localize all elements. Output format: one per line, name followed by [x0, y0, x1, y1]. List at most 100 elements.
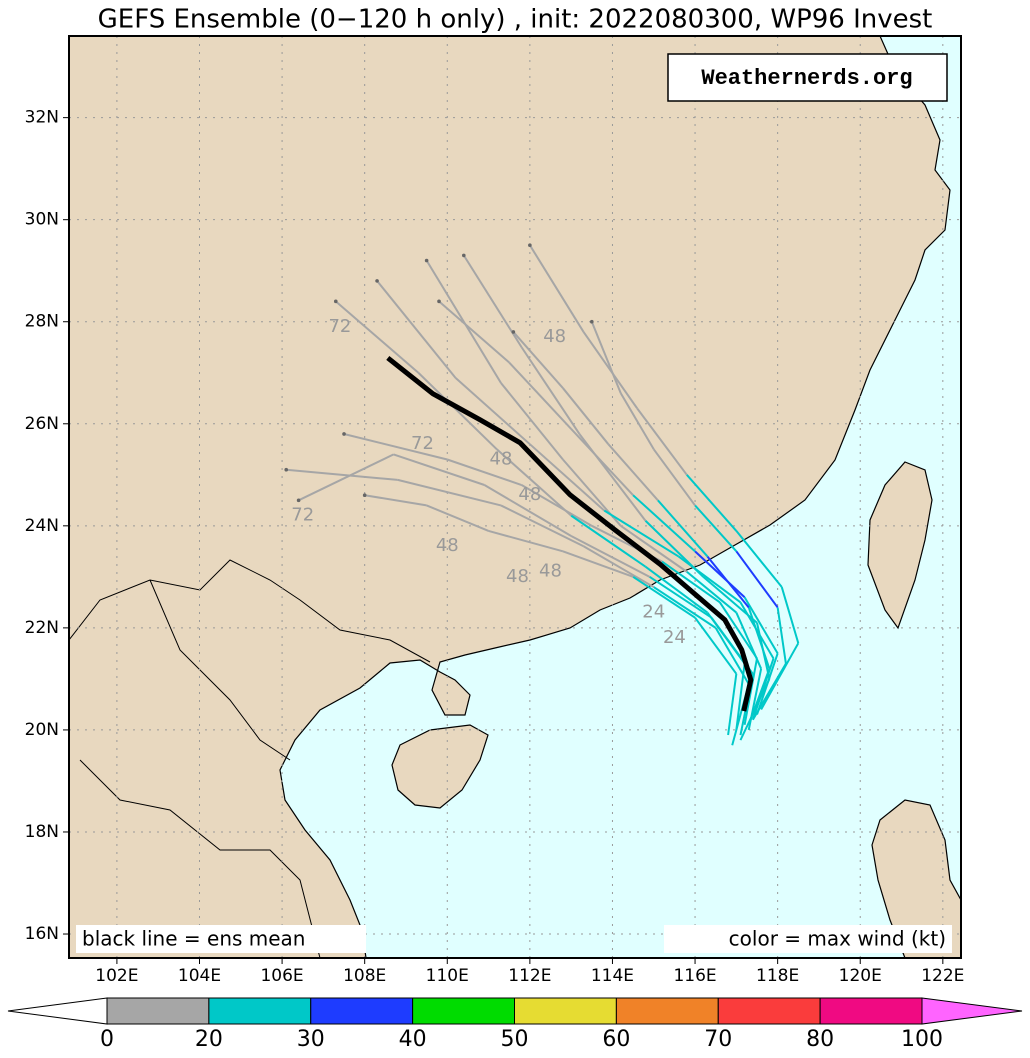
lon-tick-label: 120E: [839, 966, 882, 986]
member-track-segment: [570, 514, 647, 568]
member-track-segment: [686, 570, 737, 614]
borders: [69, 559, 431, 958]
member-track-segment: [735, 530, 783, 588]
member-end-point: [333, 299, 338, 304]
member-track-segment: [376, 280, 457, 379]
lat-tick-label: 26N: [25, 414, 59, 434]
member-track-segment: [521, 484, 593, 527]
colorbar-label: 40: [399, 1027, 427, 1052]
basemap: [69, 36, 961, 958]
watermark: Weathernerds.org: [701, 66, 912, 91]
member-track-segment: [653, 586, 717, 629]
member-track-segment: [694, 550, 746, 598]
colorbar-label: 100: [901, 1027, 943, 1052]
member-end-point: [590, 319, 594, 324]
hour-label: 24: [663, 627, 686, 648]
member-track-segment: [393, 453, 485, 486]
member-end-point: [461, 253, 466, 258]
member-end-point: [528, 243, 532, 247]
colorbar-under: [7, 997, 108, 1025]
colorbar-label: 50: [501, 1027, 529, 1052]
colorbar-label: 80: [806, 1027, 834, 1052]
member-end-point: [511, 330, 516, 334]
lon-tick-label: 108E: [343, 966, 386, 986]
note-box: [664, 925, 952, 953]
member-track-segment: [364, 494, 427, 507]
member-track-segment: [735, 550, 779, 609]
title: GEFS Ensemble (0−120 h only) , init: 202…: [98, 5, 933, 35]
member-end-point: [375, 279, 379, 283]
colorbar-label: 30: [297, 1027, 325, 1052]
colorbar-label: 60: [602, 1027, 630, 1052]
lon-tick-label: 106E: [260, 966, 303, 986]
member-track-segment: [657, 499, 709, 558]
member-track-segment: [582, 331, 639, 410]
graticule: 102E 104E 106E 108E 110E 112E 114E 116E 118E 120E…: [25, 36, 964, 986]
lat-tick-label: 28N: [25, 312, 59, 332]
member-track-segment: [520, 346, 581, 435]
hour-label: 72: [291, 505, 314, 526]
member-track-segment: [508, 361, 572, 430]
member-track-segment: [607, 443, 659, 501]
colorbar-bin: [615, 997, 719, 1025]
member-track-segment: [512, 331, 564, 389]
member-track-segment: [417, 372, 498, 451]
member-track-segment: [446, 458, 522, 486]
luzon: [871, 799, 961, 958]
colorbar: 0 20 30 40 50 60 70 80 100: [7, 997, 1023, 1052]
lon-tick-label: 114E: [591, 966, 634, 986]
member-track-segment: [649, 576, 713, 619]
member-track-segment: [727, 673, 738, 736]
taiwan: [867, 461, 933, 630]
member-track-segment: [644, 565, 709, 614]
member-track-segment: [632, 494, 696, 553]
lat-tick-label: 20N: [25, 720, 59, 740]
colorbar-bin: [717, 997, 821, 1025]
member-track-segment: [743, 658, 758, 726]
note-box: [76, 925, 366, 953]
lon-tick-label: 112E: [508, 966, 551, 986]
colorbar-bin: [106, 997, 210, 1025]
member-track-segment: [603, 509, 680, 558]
hour-label: 48: [543, 326, 566, 347]
member-end-point: [362, 493, 367, 498]
colorbar-bin: [208, 997, 312, 1025]
colorbar-bin: [310, 997, 414, 1025]
watermark-box: [667, 53, 948, 102]
member-track-segment: [619, 392, 655, 450]
member-track-segment: [694, 504, 738, 553]
member-track-segment: [620, 525, 688, 573]
member-track-segment: [661, 560, 721, 604]
colorbar-over: [921, 997, 1023, 1025]
member-end-point: [424, 258, 429, 263]
member-track-segment: [636, 407, 688, 476]
hour-label: 48: [518, 484, 541, 505]
hour-label: 72: [411, 433, 434, 454]
member-track-segment: [747, 607, 771, 670]
member-track-segment: [488, 529, 564, 553]
hour-label: 24: [642, 602, 665, 623]
lat-tick-label: 30N: [25, 210, 59, 230]
mainland: [69, 36, 951, 958]
lon-tick-label: 102E: [95, 966, 138, 986]
member-track-segment: [776, 607, 787, 664]
lat-tick-label: 18N: [25, 822, 59, 842]
member-track-segment: [454, 377, 531, 445]
member-track-segment: [686, 474, 738, 532]
member-end-point: [342, 432, 346, 436]
hour-label: 48: [539, 561, 562, 582]
member-track-segment: [438, 300, 510, 364]
hour-label: 72: [328, 316, 351, 337]
member-track-segment: [735, 663, 746, 731]
member-track-segment: [677, 555, 742, 604]
member-track-segment: [743, 596, 779, 654]
ensemble-mean-track: [386, 356, 754, 712]
member-end-point: [284, 467, 289, 472]
member-track-segment: [286, 468, 398, 481]
member-track-segment: [652, 448, 696, 507]
member-track-segment: [335, 300, 420, 374]
colorbar-bin: [514, 997, 617, 1025]
lon-tick-label: 104E: [178, 966, 221, 986]
